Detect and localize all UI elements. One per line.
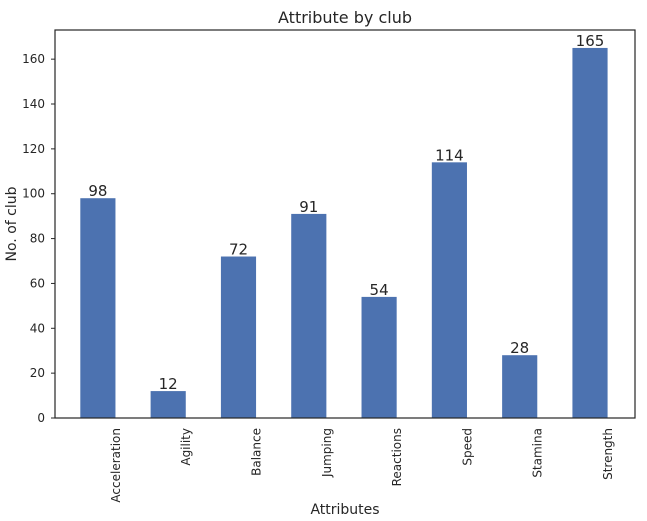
data-label-balance: 72	[229, 241, 248, 259]
y-tick-label: 100	[22, 187, 45, 201]
plot-area-frame	[54, 29, 636, 419]
bars	[80, 47, 608, 418]
bar-jumping	[291, 213, 327, 418]
x-tick-label: Strength	[601, 428, 615, 480]
x-tick-label: Stamina	[531, 428, 545, 478]
bar-speed	[431, 162, 467, 418]
bar-acceleration	[80, 198, 116, 418]
y-axis-ticks: 0 20 40 60 80 100 120 140 160	[22, 52, 55, 425]
y-tick-label: 40	[30, 321, 45, 335]
y-tick-label: 0	[37, 411, 45, 425]
bar-balance	[220, 256, 257, 418]
data-label-strength: 165	[576, 32, 605, 50]
bar-reactions	[361, 296, 397, 418]
x-axis-ticks: Acceleration Agility Balance Jumping Reactio…	[109, 428, 615, 503]
x-axis-label: Attributes	[310, 502, 379, 518]
data-label-stamina: 28	[510, 339, 529, 357]
y-tick-label: 160	[22, 52, 45, 66]
x-tick-label: Agility	[179, 428, 193, 466]
data-labels: 98 12 72 91 54 114 28 165	[88, 32, 604, 393]
y-tick-label: 80	[30, 232, 45, 246]
data-label-speed: 114	[435, 146, 464, 164]
y-tick-label: 140	[22, 97, 45, 111]
data-label-reactions: 54	[370, 281, 389, 299]
bar-agility	[150, 391, 186, 418]
data-label-jumping: 91	[299, 198, 318, 216]
chart-title: Attribute by club	[278, 8, 412, 27]
x-tick-label: Reactions	[390, 428, 404, 486]
data-label-acceleration: 98	[88, 182, 107, 200]
x-tick-label: Balance	[249, 428, 263, 476]
x-tick-label: Acceleration	[109, 428, 123, 503]
y-axis-label: No. of club	[4, 186, 20, 261]
bar-strength	[572, 47, 608, 418]
y-tick-label: 120	[22, 142, 45, 156]
bar-stamina	[502, 355, 538, 418]
data-label-agility: 12	[159, 375, 178, 393]
x-tick-label: Speed	[460, 428, 474, 466]
x-tick-label: Jumping	[320, 428, 334, 478]
y-tick-label: 20	[30, 366, 45, 380]
y-tick-label: 60	[30, 276, 45, 290]
